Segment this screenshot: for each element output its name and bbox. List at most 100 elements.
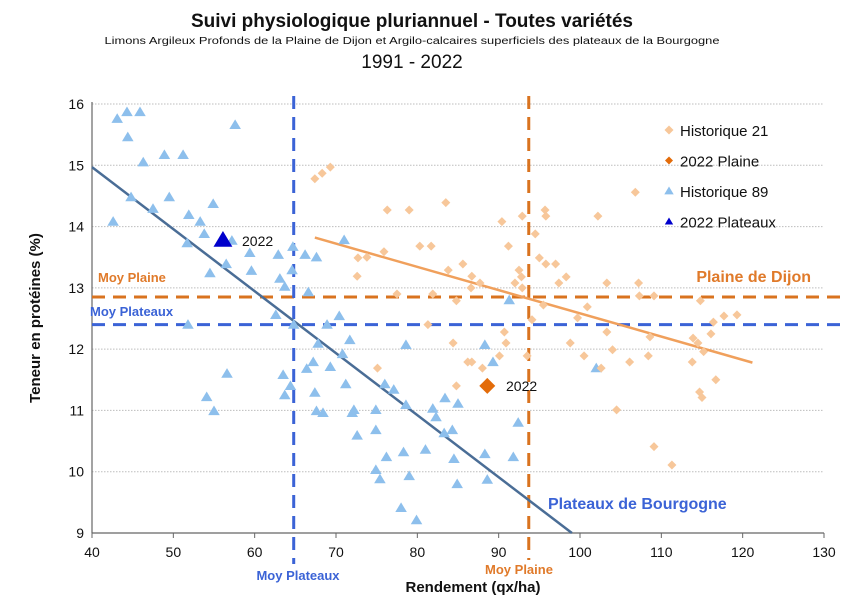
point-historique-21 xyxy=(372,363,382,373)
point-historique-89 xyxy=(479,448,491,459)
x-tick-label: 70 xyxy=(328,544,344,560)
point-historique-89 xyxy=(310,251,323,262)
point-historique-89 xyxy=(270,309,282,319)
point-historique-89 xyxy=(137,156,150,167)
point-historique-89 xyxy=(336,348,349,359)
point-historique-89 xyxy=(446,424,459,435)
point-historique-21 xyxy=(579,351,589,361)
point-historique-21 xyxy=(467,271,477,281)
point-historique-89 xyxy=(245,265,258,275)
point-historique-21 xyxy=(554,278,564,288)
point-historique-89 xyxy=(410,514,423,525)
point-historique-21 xyxy=(352,271,362,281)
point-historique-21 xyxy=(317,168,327,178)
point-historique-89 xyxy=(452,398,464,408)
point-historique-89 xyxy=(200,391,213,402)
point-historique-21 xyxy=(477,363,487,373)
annotations: Moy Plaine Moy Plateaux Moy Plateaux Moy… xyxy=(27,233,811,596)
y-tick-label: 13 xyxy=(68,280,84,296)
point-historique-21 xyxy=(551,259,561,269)
plateaux-2022-label: 2022 xyxy=(242,233,273,249)
point-historique-21 xyxy=(538,300,548,310)
point-historique-89 xyxy=(503,294,516,305)
point-historique-21 xyxy=(706,329,716,339)
moy-plaine-label-bottom: Moy Plaine xyxy=(485,562,553,577)
point-historique-89 xyxy=(312,338,324,348)
point-historique-89 xyxy=(427,403,439,413)
point-historique-89 xyxy=(380,451,393,462)
point-historique-89 xyxy=(370,464,382,475)
point-historique-89 xyxy=(370,424,382,435)
point-historique-21 xyxy=(517,211,527,221)
point-historique-21 xyxy=(503,241,513,251)
point-historique-89 xyxy=(274,273,286,283)
point-historique-21 xyxy=(645,332,655,342)
point-historique-21 xyxy=(582,302,592,312)
point-historique-21 xyxy=(415,241,425,251)
point-historique-21 xyxy=(451,296,461,306)
legend-entry-label: 2022 Plaine xyxy=(680,154,759,171)
point-historique-89 xyxy=(198,228,211,239)
legend-entry-label: Historique 89 xyxy=(680,184,768,201)
point-historique-89 xyxy=(403,470,415,481)
point-historique-21 xyxy=(517,283,527,293)
y-tick-label: 14 xyxy=(68,219,84,235)
point-historique-21 xyxy=(565,338,575,348)
point-historique-89 xyxy=(181,237,193,248)
point-historique-89 xyxy=(278,389,291,400)
legend-entry-label: 2022 Plateaux xyxy=(680,215,776,232)
point-historique-89 xyxy=(107,216,119,226)
point-historique-89 xyxy=(158,149,171,159)
point-historique-21 xyxy=(497,217,507,227)
point-historique-89 xyxy=(481,474,494,484)
point-historique-89 xyxy=(338,234,350,245)
point-historique-21 xyxy=(649,442,659,452)
point-historique-89 xyxy=(387,384,400,394)
point-historique-21 xyxy=(426,241,436,251)
point-historique-21 xyxy=(630,187,640,197)
point-historique-21 xyxy=(561,272,571,282)
point-historique-89 xyxy=(277,369,289,380)
point-historique-21 xyxy=(443,265,453,275)
point-historique-89 xyxy=(324,361,337,372)
point-historique-89 xyxy=(333,310,346,321)
point-historique-21 xyxy=(382,205,392,215)
point-historique-21 xyxy=(530,229,540,239)
point-historique-89 xyxy=(122,131,134,142)
y-tick-label: 15 xyxy=(68,157,84,173)
point-historique-89 xyxy=(284,380,297,391)
point-historique-21 xyxy=(392,289,402,299)
y-tick-label: 10 xyxy=(68,464,84,480)
point-historique-89 xyxy=(397,446,410,457)
plaine-2022-label: 2022 xyxy=(506,378,537,394)
point-historique-89 xyxy=(438,427,450,438)
point-historique-21 xyxy=(625,357,635,367)
chart-period: 1991 - 2022 xyxy=(361,52,462,73)
point-historique-21 xyxy=(310,174,320,184)
point-historique-89 xyxy=(448,453,460,463)
point-historique-21 xyxy=(541,259,551,269)
moy-plateaux-label-bottom: Moy Plateaux xyxy=(256,568,340,583)
plaine-de-dijon-label: Plaine de Dijon xyxy=(696,269,811,286)
point-historique-89 xyxy=(487,356,499,367)
point-historique-21 xyxy=(732,310,742,320)
point-historique-89 xyxy=(351,430,363,440)
point-historique-89 xyxy=(310,405,323,416)
legend-marker xyxy=(664,217,674,225)
legend-marker xyxy=(664,186,674,195)
reference-lines xyxy=(92,96,845,564)
point-historique-89 xyxy=(204,267,216,278)
point-historique-89 xyxy=(379,378,391,389)
point-historique-21 xyxy=(634,291,644,301)
point-historique-89 xyxy=(400,339,412,349)
x-tick-label: 100 xyxy=(568,544,592,560)
point-historique-89 xyxy=(302,286,315,297)
point-historique-89 xyxy=(111,113,123,123)
point-historique-21 xyxy=(695,296,705,306)
point-historique-89 xyxy=(419,444,432,454)
point-historique-21 xyxy=(541,211,551,221)
point-historique-89 xyxy=(287,241,299,251)
point-historique-21 xyxy=(608,345,618,355)
point-historique-21 xyxy=(475,278,485,288)
